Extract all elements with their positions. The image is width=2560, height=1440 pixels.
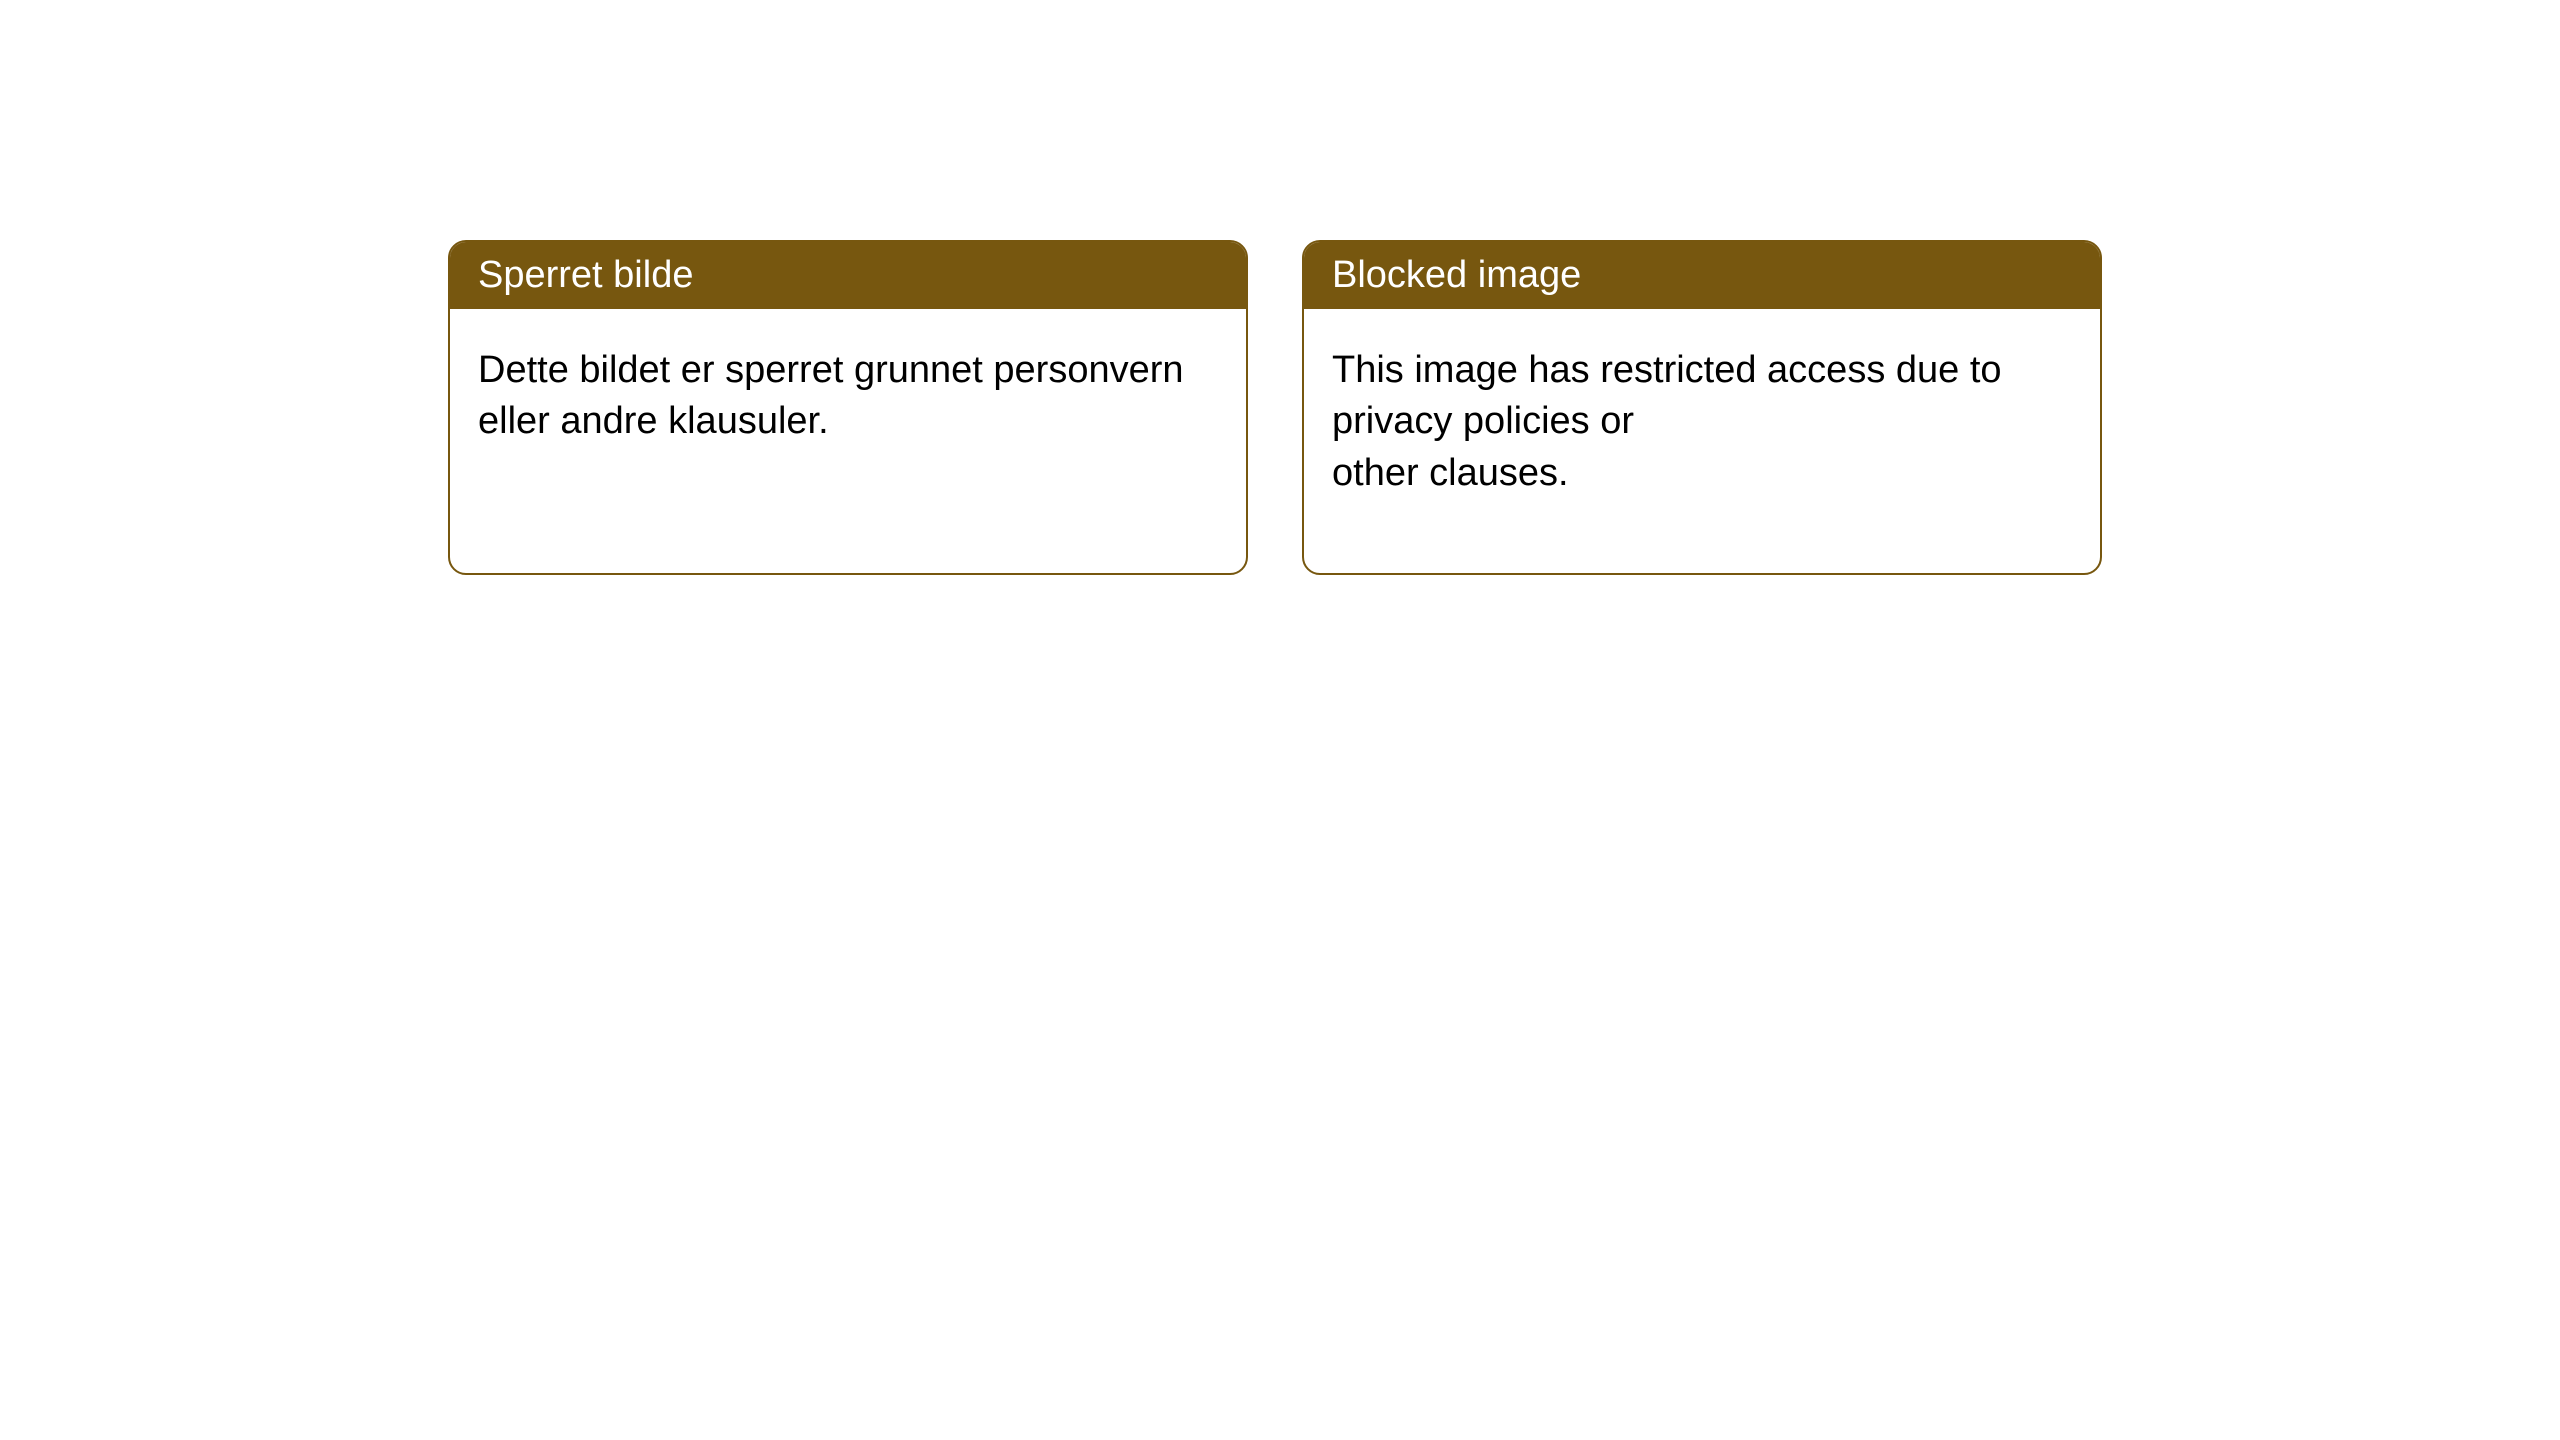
notice-card-norwegian: Sperret bilde Dette bildet er sperret gr…: [448, 240, 1248, 575]
card-body-text: This image has restricted access due to …: [1304, 309, 2100, 535]
notice-cards-container: Sperret bilde Dette bildet er sperret gr…: [0, 0, 2560, 575]
card-title: Sperret bilde: [450, 242, 1246, 309]
notice-card-english: Blocked image This image has restricted …: [1302, 240, 2102, 575]
card-body-text: Dette bildet er sperret grunnet personve…: [450, 309, 1246, 484]
card-title: Blocked image: [1304, 242, 2100, 309]
